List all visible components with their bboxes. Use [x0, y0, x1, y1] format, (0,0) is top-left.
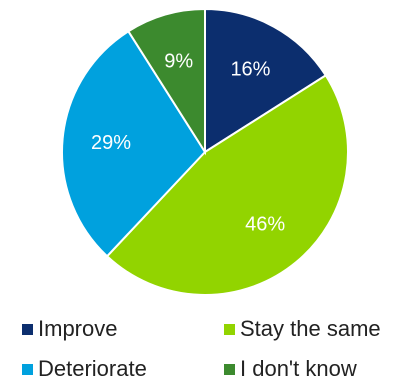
- pie-slice-label-improve: 16%: [230, 58, 270, 80]
- pie-slice-label-dont-know: 9%: [164, 50, 193, 72]
- legend-swatch-deteriorate: [22, 364, 33, 375]
- legend-swatch-dont-know: [224, 364, 235, 375]
- legend-label-stay-the-same: Stay the same: [240, 316, 381, 342]
- legend-swatch-stay-the-same: [224, 324, 235, 335]
- legend-label-deteriorate: Deteriorate: [38, 356, 147, 382]
- pie-chart-plot: 16% 46% 29% 9%: [0, 0, 408, 300]
- legend-item-improve: Improve: [22, 316, 117, 342]
- legend-label-dont-know: I don't know: [240, 356, 357, 382]
- legend-label-improve: Improve: [38, 316, 117, 342]
- legend-item-deteriorate: Deteriorate: [22, 356, 147, 382]
- legend: Improve Stay the same Deteriorate I don'…: [0, 300, 408, 384]
- legend-item-stay-the-same: Stay the same: [224, 316, 381, 342]
- legend-item-dont-know: I don't know: [224, 356, 357, 382]
- legend-swatch-improve: [22, 324, 33, 335]
- pie-slice-label-stay-the-same: 46%: [245, 214, 285, 236]
- pie-slice-label-deteriorate: 29%: [91, 132, 131, 154]
